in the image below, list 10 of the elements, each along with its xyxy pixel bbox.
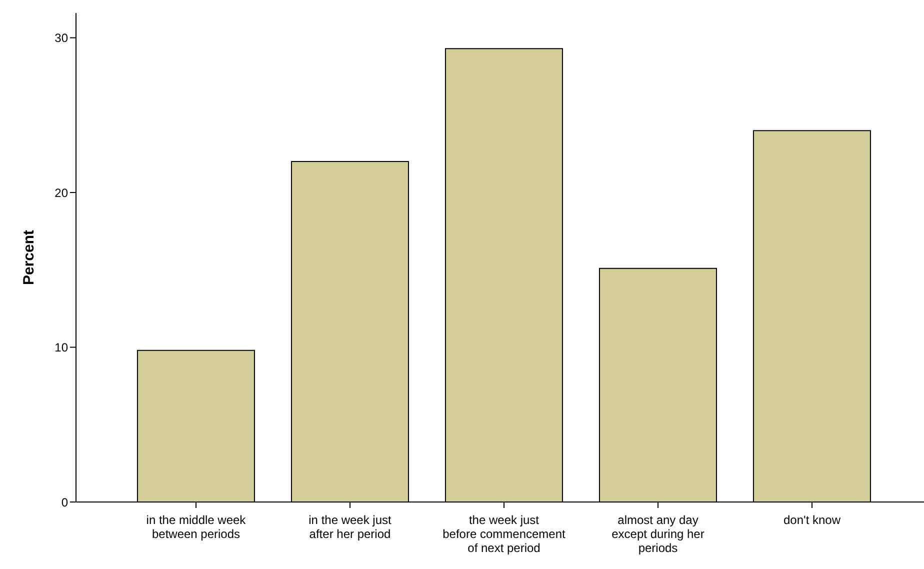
y-tick-label: 30	[54, 31, 68, 46]
x-tick-label: don't know	[784, 513, 841, 527]
y-tick-label: 10	[54, 340, 68, 355]
x-tick-label: almost any day except during her periods	[612, 513, 704, 555]
y-tick-label: 0	[61, 495, 68, 510]
x-tick-label: in the week just after her period	[308, 513, 392, 541]
x-tick-label: in the middle week between periods	[146, 513, 247, 541]
y-tick-label: 20	[54, 186, 68, 200]
y-axis-title: Percent	[20, 230, 38, 286]
x-tick-label: the week just before commencement of next period	[442, 513, 566, 555]
